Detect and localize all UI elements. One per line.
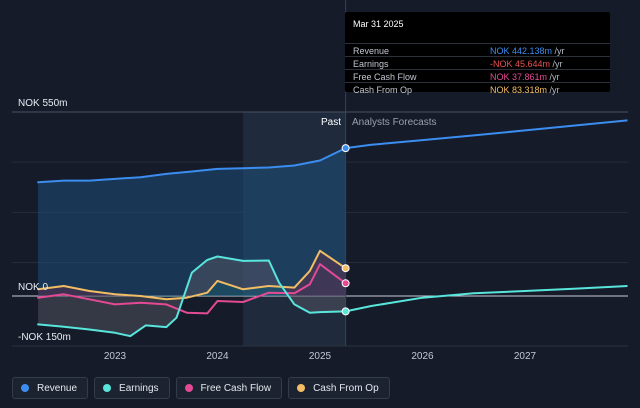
tooltip-unit: /yr [550,59,563,69]
tooltip-label: Revenue [353,46,390,56]
free-cash-flow-line [37,263,347,315]
tooltip-value-text: NOK 83.318m [490,85,548,95]
x-tick-label: 2023 [103,351,127,362]
earnings-area [38,256,346,337]
x-tick-label: 2026 [411,351,434,362]
forecast-label: Analysts Forecasts [352,117,437,128]
free-cash-flow-line-point [341,279,350,288]
tooltip-label: Earnings [353,59,389,69]
legend-label: Free Cash Flow [200,382,272,394]
y-axis-label-zero: NOK 0 [18,282,49,293]
x-tick-label: 2025 [308,351,332,362]
tooltip-value: NOK 37.861m /yr [490,72,560,82]
legend-label: Earnings [119,382,159,394]
past-label: Past [321,117,342,128]
tooltip-unit: /yr [547,72,560,82]
tooltip-value: NOK 442.138m /yr [490,46,565,56]
tooltip-value: -NOK 45.644m /yr [490,59,563,69]
legend-label: Cash From Op [313,382,379,394]
tooltip: Mar 31 2025 Revenue NOK 442.138m /yr Ear… [345,12,610,95]
cash-from-op-line [37,249,347,301]
earnings-line [37,255,347,338]
y-axis-label-top: NOK 550m [18,98,68,109]
x-tick-label: 2027 [513,351,537,362]
tooltip-value-text: NOK 442.138m [490,46,553,56]
tooltip-value: NOK 83.318m /yr [490,85,560,95]
legend-dot-icon [297,384,306,392]
revenue-area [38,148,346,296]
legend-label: Revenue [37,382,78,394]
tooltip-value-text: -NOK 45.644m [490,59,551,69]
tooltip-label: Free Cash Flow [353,72,417,82]
tooltip-row-revenue: Revenue NOK 442.138m /yr [345,43,610,57]
tooltip-row-earnings: Earnings -NOK 45.644m /yr [345,56,610,70]
tooltip-title: Mar 31 2025 [353,19,404,29]
earnings-line-point [341,307,350,316]
legend-item-free-cash-flow[interactable]: Free Cash Flow [175,377,283,399]
tooltip-unit: /yr [547,85,560,95]
cash-from-op-line-point [341,264,350,273]
legend-dot-icon [21,384,29,392]
earnings-line-forecast [345,285,628,313]
tooltip-row-fcf: Free Cash Flow NOK 37.861m /yr [345,69,610,83]
earnings-cashflow-band [38,250,346,337]
tooltip-label: Cash From Op [353,85,413,95]
legend-item-cash-from-op[interactable]: Cash From Op [288,377,390,399]
legend-dot-icon [103,384,112,392]
revenue-line-point [341,144,350,153]
legend-dot-icon [184,384,193,392]
legend: Revenue Earnings Free Cash Flow Cash Fro… [12,377,390,399]
revenue-line [37,147,347,184]
x-tick-label: 2024 [206,351,229,362]
tooltip-value-text: NOK 37.861m [490,72,548,82]
tooltip-row-cfo: Cash From Op NOK 83.318m /yr [345,82,610,95]
tooltip-unit: /yr [552,46,565,56]
revenue-line-forecast [345,119,628,150]
legend-item-earnings[interactable]: Earnings [94,377,170,399]
y-axis-label-bottom: -NOK 150m [18,332,71,343]
legend-item-revenue[interactable]: Revenue [12,377,89,399]
